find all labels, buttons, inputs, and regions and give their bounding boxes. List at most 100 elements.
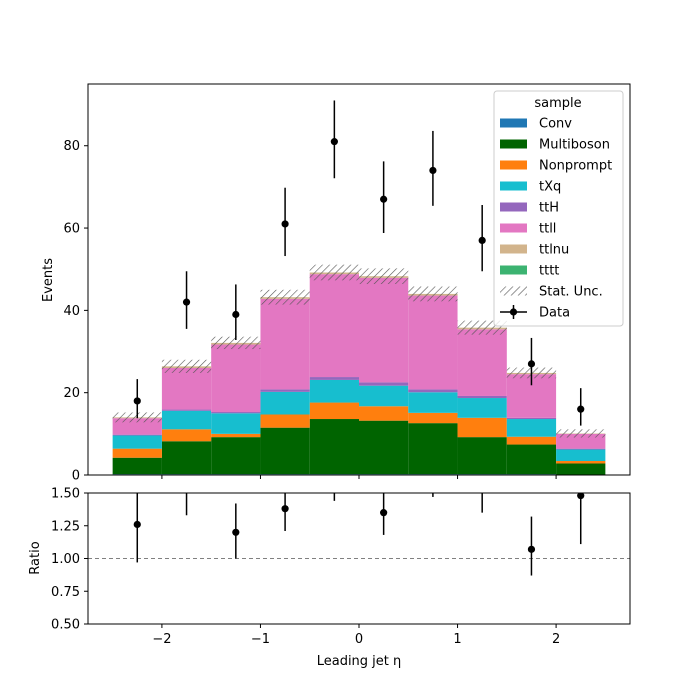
- stat-unc-band: [556, 429, 606, 438]
- bar-segment: [309, 419, 359, 475]
- y-axis-label: Events: [41, 258, 56, 302]
- bar-segment: [359, 277, 409, 383]
- series-nonprompt: [112, 402, 606, 464]
- x-tick-label: 2: [552, 632, 560, 647]
- bar-segment: [457, 398, 507, 418]
- ratio-y-tick-label: 1.00: [51, 552, 80, 567]
- bar-segment: [260, 414, 310, 428]
- bar-segment: [506, 419, 557, 437]
- x-tick-label: 1: [453, 632, 461, 647]
- ratio-y-axis: 0.50 0.75 1.00 1.25 1.50: [51, 487, 88, 633]
- legend-swatch-hatch: [500, 286, 527, 296]
- bar-segment: [309, 379, 359, 403]
- data-point: [380, 195, 388, 203]
- series-multiboson: [112, 419, 606, 475]
- stat-unc-band: [359, 268, 409, 285]
- ratio-point: [380, 509, 388, 517]
- bar-segment: [161, 429, 212, 442]
- bar-segment: [211, 437, 261, 475]
- ratio-series: [133, 476, 585, 576]
- legend-title: sample: [534, 96, 581, 111]
- stat-unc-band: [408, 286, 458, 302]
- main-x-ticks: [161, 475, 557, 479]
- bar-segment: [309, 402, 359, 420]
- bar-segment: [112, 435, 162, 449]
- bar-segment: [457, 395, 507, 399]
- bar-segment: [211, 413, 261, 434]
- ratio-point: [479, 483, 486, 490]
- legend-swatch: [500, 223, 527, 233]
- stat-unc-band: [161, 359, 212, 373]
- ratio-y-tick-label: 1.50: [51, 487, 80, 502]
- stat-unc-band: [211, 336, 261, 350]
- legend-swatch: [500, 202, 527, 212]
- y-tick-label: 0: [72, 469, 80, 484]
- data-point: [478, 236, 486, 244]
- bar-segment: [408, 423, 458, 475]
- legend-label: Nonprompt: [539, 159, 612, 174]
- stat-unc-band: [309, 264, 359, 281]
- bar-segment: [260, 389, 310, 392]
- ratio-panel: 0.50 0.75 1.00 1.25 1.50 −2 −1 0 1 2 Ratio Leadi…: [28, 476, 631, 669]
- legend: sample Conv Multiboson Nonprompt tXq ttH ttll…: [493, 90, 624, 327]
- bar-segment: [457, 417, 507, 438]
- bar-segment: [211, 433, 261, 438]
- bar-segment: [260, 391, 310, 415]
- bar-segment: [556, 433, 606, 449]
- bar-segment: [457, 437, 507, 475]
- y-tick-label: 60: [63, 222, 80, 237]
- bar-segment: [457, 329, 507, 396]
- legend-label: tttt: [539, 264, 559, 279]
- ratio-plot-area: [88, 476, 630, 576]
- bar-segment: [408, 389, 458, 393]
- data-series: [133, 100, 585, 426]
- x-tick-label: 0: [355, 632, 363, 647]
- bar-segment: [556, 461, 606, 464]
- main-y-axis: 0 20 40 60 80: [63, 139, 88, 484]
- x-tick-label: −2: [152, 632, 171, 647]
- bar-segment: [408, 392, 458, 413]
- legend-swatch: [500, 118, 527, 128]
- legend-label: Stat. Unc.: [539, 285, 603, 300]
- bar-segment: [556, 448, 606, 450]
- data-point: [133, 397, 141, 405]
- legend-label: ttH: [539, 201, 559, 216]
- x-tick-label: −1: [251, 632, 270, 647]
- legend-label: Conv: [539, 117, 572, 132]
- y-tick-label: 80: [63, 139, 80, 154]
- bar-segment: [556, 463, 606, 475]
- x-axis: −2 −1 0 1 2: [152, 624, 560, 647]
- bar-segment: [112, 434, 162, 436]
- data-point: [429, 166, 437, 175]
- y-tick-label: 40: [63, 304, 80, 319]
- ratio-point: [281, 505, 289, 513]
- main-plot-area: [112, 100, 606, 475]
- bar-segment: [211, 344, 261, 413]
- ratio-point: [183, 476, 190, 483]
- data-point: [182, 298, 191, 306]
- legend-label: ttlnu: [539, 243, 569, 258]
- data-point: [330, 138, 338, 146]
- y-tick-label: 20: [63, 386, 80, 401]
- stat-unc-band: [260, 289, 310, 305]
- ratio-point: [133, 520, 141, 529]
- ratio-axes-frame: [87, 492, 631, 625]
- bar-segment: [112, 457, 162, 475]
- data-point: [527, 360, 536, 368]
- legend-label: tXq: [539, 180, 561, 195]
- series-ttll: [112, 274, 606, 449]
- bar-segment: [506, 417, 557, 420]
- series-tth: [112, 377, 606, 450]
- legend-swatch: [500, 244, 527, 254]
- bar-segment: [359, 406, 409, 421]
- legend-swatch: [500, 160, 527, 170]
- legend-label: Data: [539, 306, 570, 321]
- series-txq: [112, 379, 606, 462]
- legend-items: Conv Multiboson Nonprompt tXq ttH ttll ttlnu tt…: [500, 117, 612, 321]
- legend-swatch: [500, 139, 527, 149]
- bar-segment: [112, 448, 162, 458]
- bar-segment: [506, 444, 557, 475]
- bar-segment: [161, 409, 212, 411]
- data-point: [232, 310, 240, 319]
